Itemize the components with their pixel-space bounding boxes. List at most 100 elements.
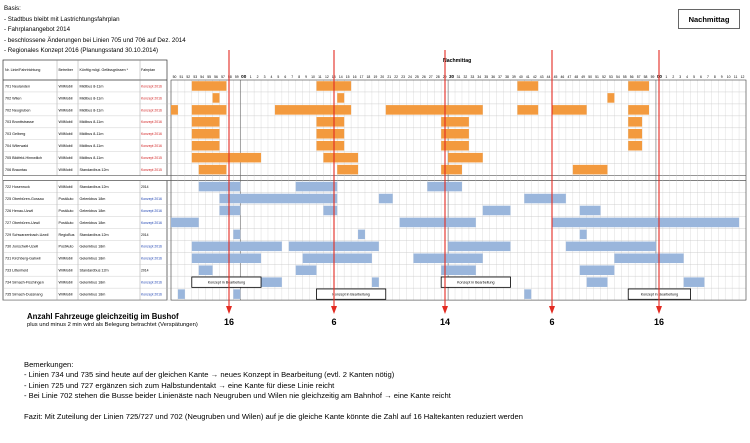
tick-label: 57 <box>637 75 641 79</box>
row-line: 701 Neulanden <box>5 84 30 88</box>
tick-label: 7 <box>291 75 293 79</box>
occupancy-bar <box>191 105 227 115</box>
row-operator: PostAuto <box>59 221 74 225</box>
row-operator: WilMobil <box>59 257 73 261</box>
peak-count: 14 <box>440 317 450 327</box>
row-operator: WilMobil <box>59 156 73 160</box>
remarks-block: Bemerkungen: - Linien 734 und 735 sind h… <box>24 360 744 422</box>
tick-label: 18 <box>367 75 371 79</box>
occupancy-bar <box>316 117 345 127</box>
tick-label: 36 <box>491 75 495 79</box>
tick-label: 5 <box>277 75 279 79</box>
occupancy-bar <box>191 241 282 252</box>
occupancy-bar <box>441 265 476 275</box>
tick-label: 41 <box>526 75 530 79</box>
row-operator: WilMobil <box>59 132 73 136</box>
occupancy-bar <box>517 105 539 115</box>
basis-item: - beschlossene Änderungen bei Linien 705… <box>4 36 186 44</box>
remark-item: - Linien 734 und 735 sind heute auf der … <box>24 370 395 380</box>
tick-label: 55 <box>623 75 627 79</box>
occupancy-bar <box>441 129 469 139</box>
occupancy-bar <box>302 253 372 264</box>
row-line: 733 Littenheid <box>5 269 28 273</box>
tick-label: 17 <box>360 75 364 79</box>
tick-label: 43 <box>540 75 544 79</box>
row-operator: WilMobil <box>59 168 73 172</box>
row-line: 703 Gelberg <box>5 132 25 136</box>
row-plan: Konzept 2016 <box>141 108 162 112</box>
row-line: 705 Bildfeld-Hinnwilich <box>5 156 42 160</box>
occupancy-bar <box>219 205 241 216</box>
tick-label: 58 <box>228 75 232 79</box>
occupancy-bar <box>579 229 587 240</box>
row-operator: WilMobil <box>59 96 73 100</box>
tick-label: 22 <box>394 75 398 79</box>
occupancy-bar <box>482 205 511 216</box>
peak-arrowhead <box>549 306 555 314</box>
tick-label: 57 <box>221 75 225 79</box>
occupancy-bar <box>212 93 220 103</box>
row-plan: 2014 <box>141 233 149 237</box>
row-vehicle: Midibus 8-11m <box>80 108 104 112</box>
row-vehicle: Gelenkbus 18m <box>80 281 106 285</box>
row-plan: Konzept 2015 <box>141 168 162 172</box>
tick-label: 31 <box>457 75 461 79</box>
row-line: 726 Henau-Uzwil <box>5 209 33 213</box>
tick-label: 58 <box>644 75 648 79</box>
occupancy-bar <box>198 164 227 175</box>
occupancy-bar <box>683 277 705 287</box>
tick-label: 55 <box>207 75 211 79</box>
tick-label: 26 <box>422 75 426 79</box>
tick-label: 6 <box>284 75 286 79</box>
row-vehicle: Standardbus 12m <box>80 233 109 237</box>
header-operator: Betreiber <box>59 68 74 72</box>
tick-label: 00 <box>657 74 663 79</box>
row-line: 725 Oberbüren-Gossau <box>5 197 44 201</box>
row-vehicle: Gelenkbus 18m <box>80 197 106 201</box>
occupancy-bar <box>628 105 650 115</box>
tick-label: 59 <box>651 75 655 79</box>
remarks-title: Bemerkungen: <box>24 360 74 369</box>
occupancy-bar <box>413 253 483 264</box>
occupancy-bar <box>295 181 338 192</box>
conclusion: Fazit: Mit Zuteilung der Linien 725/727 … <box>24 411 523 421</box>
row-operator: WilMobil <box>59 120 73 124</box>
peak-count: 6 <box>331 317 336 327</box>
tick-label: 21 <box>387 75 391 79</box>
row-line: 734 Sirnach-Fischingen <box>5 281 44 285</box>
tick-label: 10 <box>311 75 315 79</box>
row-operator: PostAuto <box>59 245 74 249</box>
row-line: 731 Kirchberg-Gahwil <box>5 257 41 261</box>
tick-label: 42 <box>533 75 537 79</box>
in-progress-label: Konzept in Bearbeitung <box>208 281 245 285</box>
row-line: 727 Oberbüren-Uzwil <box>5 221 40 225</box>
basis-item: - Fahrplanangebot 2014 <box>4 26 71 34</box>
tick-label: 34 <box>477 75 481 79</box>
occupancy-bar <box>552 217 740 228</box>
occupancy-bar <box>628 117 643 127</box>
tick-label: 46 <box>561 75 565 79</box>
row-vehicle: Midibus 8-11m <box>80 144 104 148</box>
row-operator: PostAuto <box>59 197 74 201</box>
tick-label: 28 <box>436 75 440 79</box>
tick-label: 53 <box>609 75 613 79</box>
row-plan: 2014 <box>141 185 149 189</box>
tick-label: 11 <box>734 75 738 79</box>
occupancy-bar <box>198 265 213 275</box>
occupancy-bar <box>233 289 241 299</box>
row-operator: WilMobil <box>59 108 73 112</box>
row-operator: RegioBus <box>59 233 75 237</box>
in-progress-box <box>191 276 262 288</box>
in-progress-label: Konzept in Bearbeitung <box>457 281 494 285</box>
occupancy-bar <box>628 129 643 139</box>
row-vehicle: Midibus 8-11m <box>80 96 104 100</box>
basis-block: Basis: - Stadtbus bleibt mit Lastrichtun… <box>4 4 186 57</box>
occupancy-bar <box>191 152 262 163</box>
row-plan: Konzept 2016 <box>141 120 162 124</box>
row-plan: Konzept 2016 <box>141 132 162 136</box>
period-label-box: Nachmittag <box>678 9 740 29</box>
in-progress-label: Konzept in Bearbeitung <box>332 293 369 297</box>
occupancy-bar <box>399 217 476 228</box>
remark-item: - Linien 725 und 727 ergänzen sich zum H… <box>24 380 335 390</box>
occupancy-bar <box>586 277 608 287</box>
